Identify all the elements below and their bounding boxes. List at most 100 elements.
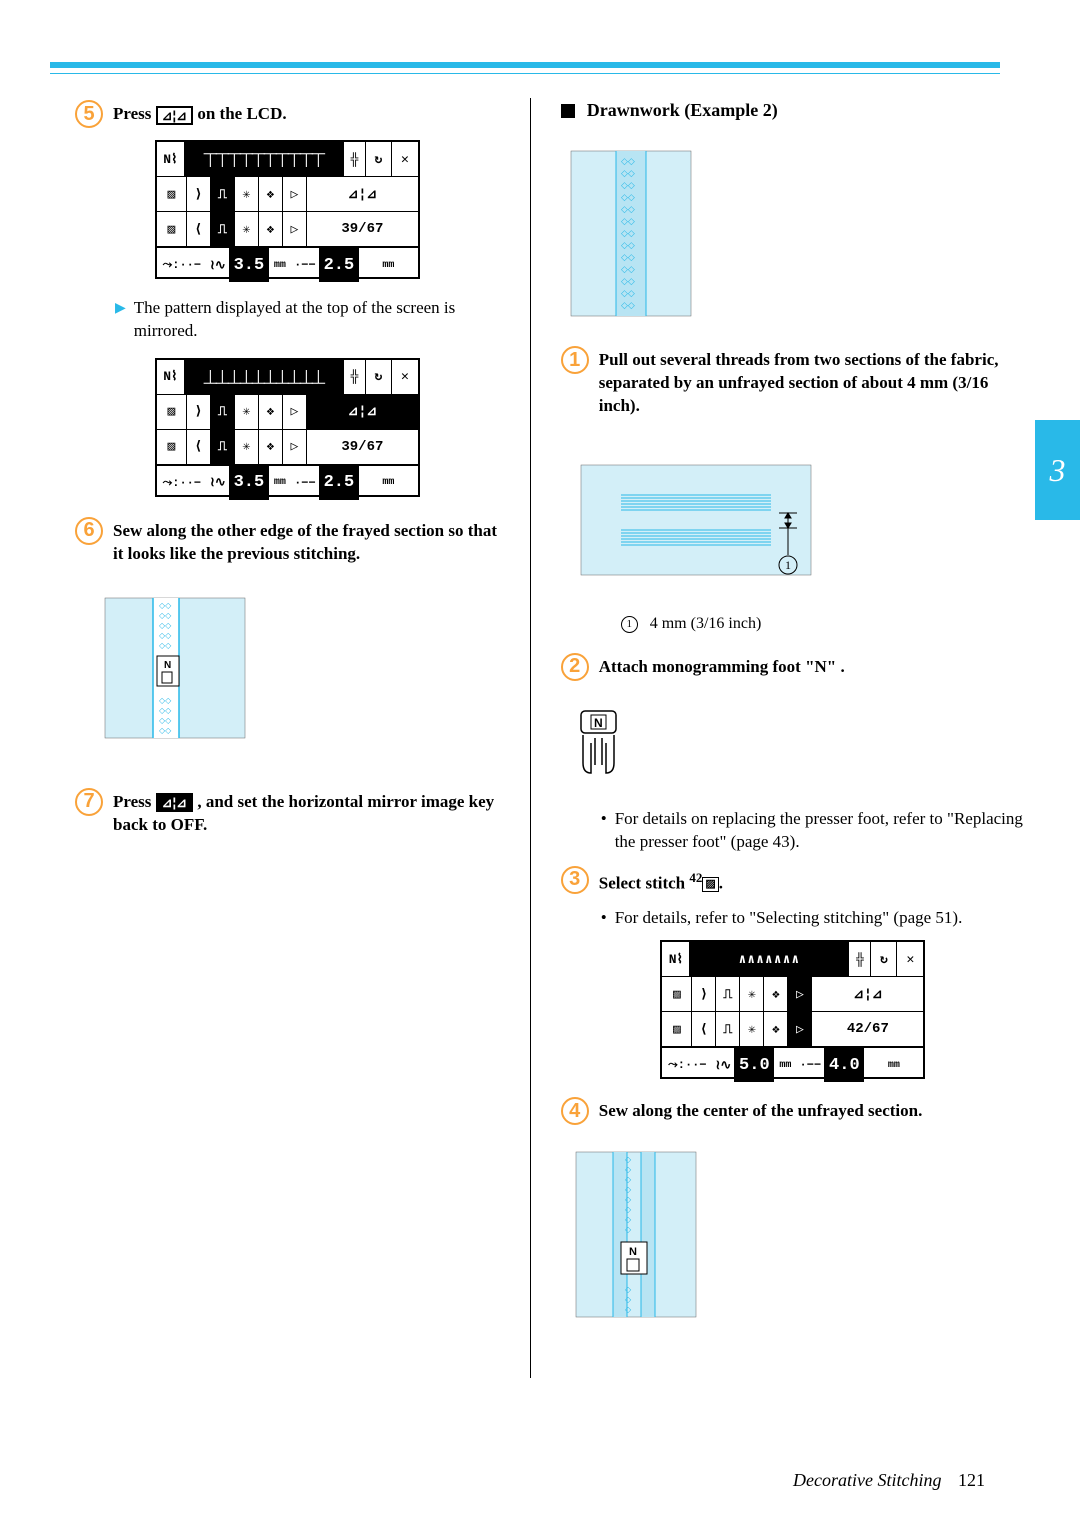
c: ▷ xyxy=(283,212,307,246)
c: 42/67 xyxy=(812,1012,923,1046)
svg-text:◇◇: ◇◇ xyxy=(159,706,172,715)
svg-text:◇◇: ◇◇ xyxy=(159,621,172,630)
svg-text:◇◇: ◇◇ xyxy=(621,228,635,238)
b: mm xyxy=(359,248,418,282)
svg-text:N: N xyxy=(629,1246,637,1258)
c: ▨ xyxy=(662,1012,692,1046)
b: ≀∿ xyxy=(712,1048,734,1082)
step-number: 6 xyxy=(75,517,103,545)
step-2: 2 Attach monogramming foot "N" . xyxy=(561,653,1025,681)
right-column: Drawnwork (Example 2) ◇◇◇◇◇◇ ◇◇◇◇◇◇ ◇◇◇◇… xyxy=(561,100,1025,1378)
c: ⎍ xyxy=(211,395,235,429)
svg-text:◇◇: ◇◇ xyxy=(621,180,635,190)
b: 2.5 xyxy=(319,466,359,500)
c: ▨ xyxy=(157,430,187,464)
chapter-tab: 3 xyxy=(1035,420,1080,520)
arrow-icon: ▶ xyxy=(115,297,126,343)
text: Select stitch xyxy=(599,873,690,892)
c: ▷ xyxy=(283,177,307,211)
c: ✕ xyxy=(392,360,418,394)
square-bullet-icon xyxy=(561,104,575,118)
svg-text:◇◇: ◇◇ xyxy=(621,300,635,310)
header-blue-bar xyxy=(50,62,1000,68)
b: ≀∿ xyxy=(207,466,229,500)
svg-text:N: N xyxy=(594,716,603,730)
b: 4.0 xyxy=(824,1048,864,1082)
bullet-text: For details on replacing the presser foo… xyxy=(615,808,1025,854)
c: ⟨ xyxy=(187,212,211,246)
c: ⎍ xyxy=(716,977,740,1011)
step-number: 3 xyxy=(561,866,589,894)
c: ↻ xyxy=(366,360,392,394)
c: ⟩ xyxy=(692,977,716,1011)
c: ❖ xyxy=(259,395,283,429)
c: ❖ xyxy=(259,430,283,464)
c: ❖ xyxy=(764,977,788,1011)
fabric-diagram-1: ◇◇◇◇ ◇◇◇◇ ◇◇◇◇ ◇◇◇◇ ◇◇ N xyxy=(75,588,275,748)
stitch-icon: ▨ xyxy=(702,877,718,892)
step-number: 5 xyxy=(75,100,103,128)
step-7: 7 Press ⊿¦⊿ , and set the horizontal mir… xyxy=(75,788,500,837)
left-column: 5 Press ⊿¦⊿ on the LCD. N⌇ ⏉⏉⏉⏉⏉⏉⏉⏉⏉⏉ ╬ … xyxy=(75,100,500,1378)
step-text: Sew along the other edge of the frayed s… xyxy=(113,517,500,566)
b: 2.5 xyxy=(319,248,359,282)
svg-text:◇◇: ◇◇ xyxy=(621,192,635,202)
c: ✳ xyxy=(740,1012,764,1046)
diagram-label: 1 4 mm (3/16 inch) xyxy=(621,615,1025,633)
subheading: Drawnwork (Example 2) xyxy=(561,100,1025,121)
svg-text:◇◇: ◇◇ xyxy=(159,716,172,725)
step5-note: ▶ The pattern displayed at the top of th… xyxy=(115,297,500,343)
svg-text:◇◇: ◇◇ xyxy=(621,204,635,214)
c: ✳ xyxy=(235,212,259,246)
c: ▷ xyxy=(283,430,307,464)
c: ✳ xyxy=(235,430,259,464)
c: ❖ xyxy=(764,1012,788,1046)
heading-text: Drawnwork (Example 2) xyxy=(587,100,778,121)
c: ⊿¦⊿ xyxy=(812,977,923,1011)
b: mm xyxy=(269,466,291,500)
c: ↻ xyxy=(871,942,897,976)
mirror-icon-inverted: ⊿¦⊿ xyxy=(156,793,193,812)
step2-bullet: • For details on replacing the presser f… xyxy=(601,808,1025,854)
step-text: Press ⊿¦⊿ , and set the horizontal mirro… xyxy=(113,788,500,837)
foot-diagram: N xyxy=(561,703,641,783)
svg-text:◇: ◇ xyxy=(625,1295,632,1304)
svg-text:◇: ◇ xyxy=(625,1155,632,1164)
svg-text:◇◇: ◇◇ xyxy=(621,252,635,262)
svg-text:◇◇: ◇◇ xyxy=(159,611,172,620)
lcd-cross: ╬ xyxy=(344,142,366,176)
text: on the LCD. xyxy=(197,104,286,123)
b: ⤳:··− xyxy=(157,248,207,282)
step-number: 2 xyxy=(561,653,589,681)
text: Press xyxy=(113,104,156,123)
b: 5.0 xyxy=(734,1048,774,1082)
c: ▷ xyxy=(788,977,812,1011)
c: ▷ xyxy=(788,1012,812,1046)
c: ∧∧∧∧∧∧∧ xyxy=(690,942,849,976)
svg-text:N: N xyxy=(164,660,171,671)
svg-text:◇: ◇ xyxy=(625,1205,632,1214)
page-content: 5 Press ⊿¦⊿ on the LCD. N⌇ ⏉⏉⏉⏉⏉⏉⏉⏉⏉⏉ ╬ … xyxy=(75,100,1025,1378)
svg-text:◇◇: ◇◇ xyxy=(621,264,635,274)
note-text: The pattern displayed at the top of the … xyxy=(134,297,500,343)
svg-text:◇: ◇ xyxy=(625,1285,632,1294)
step-text: Attach monogramming foot "N" . xyxy=(599,653,845,681)
sew-center-diagram: ◇◇◇ ◇◇◇ ◇◇ ◇◇◇ N xyxy=(561,1147,711,1322)
b: ·−− xyxy=(291,248,319,282)
svg-text:◇◇: ◇◇ xyxy=(159,631,172,640)
bullet-text: For details, refer to "Selecting stitchi… xyxy=(615,907,963,930)
step-number: 7 xyxy=(75,788,103,816)
b: ·−− xyxy=(796,1048,824,1082)
svg-text:◇: ◇ xyxy=(625,1165,632,1174)
text: Press xyxy=(113,792,156,811)
step-text: Press ⊿¦⊿ on the LCD. xyxy=(113,100,287,128)
step-1: 1 Pull out several threads from two sect… xyxy=(561,346,1025,418)
b: mm xyxy=(774,1048,796,1082)
c: ▨ xyxy=(662,977,692,1011)
header-blue-line xyxy=(50,73,1000,74)
b: mm xyxy=(269,248,291,282)
step-text: Sew along the center of the unfrayed sec… xyxy=(599,1097,923,1125)
b: ·−− xyxy=(291,466,319,500)
svg-text:◇◇: ◇◇ xyxy=(159,696,172,705)
lcd-display-2: N⌇ ⏊⏊⏊⏊⏊⏊⏊⏊⏊⏊ ╬ ↻ ✕ ▨ ⟩ ⎍ ✳ ❖ ▷ ⊿¦⊿ ▨ ⟨ … xyxy=(155,358,420,497)
